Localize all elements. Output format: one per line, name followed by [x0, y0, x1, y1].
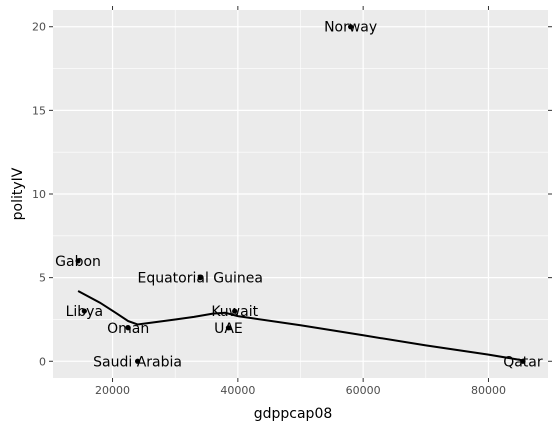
y-axis-ticks: 0 5 10 15 20	[32, 21, 552, 368]
x-axis-ticks: 20000 40000 60000 80000	[95, 6, 506, 397]
point-saudi-arabia	[134, 358, 141, 364]
point-label-gabon: Gabon	[55, 254, 101, 270]
point-libya	[81, 308, 87, 314]
x-tick-label: 40000	[220, 384, 255, 397]
y-tick-label: 0	[39, 355, 46, 368]
point-kuwait	[232, 308, 238, 314]
point-label-uae: UAE	[214, 321, 243, 337]
point-label-norway: Norway	[324, 20, 377, 36]
point-labels: Norway Gabon Equatorial Guinea Libya Kuwait O…	[55, 20, 543, 371]
smooth-line	[77, 290, 524, 362]
point-label-qatar: Qatar	[503, 354, 543, 370]
point-equatorial-guinea	[197, 275, 203, 281]
data-points	[75, 24, 526, 364]
point-norway	[348, 24, 354, 30]
y-axis-title: polityIV	[10, 167, 26, 220]
point-label-kuwait: Kuwait	[211, 304, 258, 320]
point-gabon	[75, 258, 81, 264]
x-tick-label: 80000	[471, 384, 506, 397]
point-qatar	[520, 358, 526, 364]
x-tick-label: 20000	[95, 384, 130, 397]
point-label-libya: Libya	[66, 304, 103, 320]
point-label-equatorial-guinea: Equatorial Guinea	[138, 271, 263, 287]
y-tick-label: 15	[32, 104, 46, 117]
x-axis-title: gdppcap08	[254, 406, 333, 422]
y-tick-label: 5	[39, 272, 46, 285]
point-uae	[225, 325, 232, 331]
x-tick-label: 60000	[346, 384, 381, 397]
grid-major	[53, 10, 548, 378]
y-tick-label: 20	[32, 21, 46, 34]
y-tick-label: 10	[32, 188, 46, 201]
point-oman	[125, 325, 131, 331]
point-label-saudi-arabia: Saudi Arabia	[93, 354, 182, 370]
point-label-oman: Oman	[107, 321, 149, 337]
